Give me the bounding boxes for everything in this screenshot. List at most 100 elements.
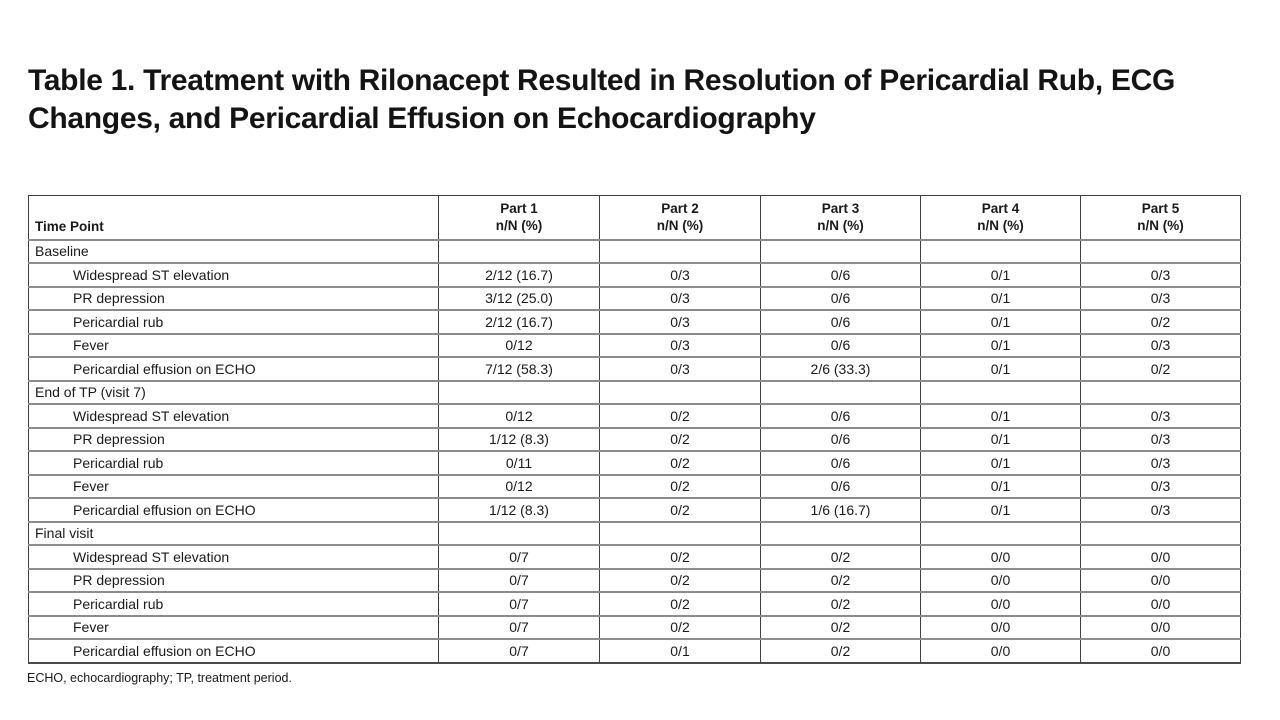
value-cell: 0/2 <box>599 403 761 429</box>
value-cell: 3/12 (25.0) <box>438 285 600 311</box>
value-cell: 0/1 <box>920 332 1081 358</box>
value-cell: 1/12 (8.3) <box>438 426 600 452</box>
row-label: Fever <box>28 473 439 499</box>
value-cell: 0/0 <box>1080 591 1241 617</box>
row-label: PR depression <box>28 567 439 593</box>
value-cell: 0/7 <box>438 591 600 617</box>
empty-cell <box>1080 520 1241 546</box>
value-cell: 0/0 <box>920 567 1081 593</box>
value-cell: 0/2 <box>599 567 761 593</box>
column-header-part-4-sublabel: n/N (%) <box>977 218 1024 234</box>
section-label: Final visit <box>28 520 439 546</box>
column-header-part-1: Part 1 n/N (%) <box>438 195 600 241</box>
value-cell: 0/2 <box>599 497 761 523</box>
value-cell: 0/3 <box>1080 285 1241 311</box>
table-row: Fever 0/12 0/3 0/6 0/1 0/3 <box>28 332 1241 358</box>
empty-cell <box>599 379 761 405</box>
value-cell: 0/2 <box>760 591 921 617</box>
value-cell: 0/1 <box>920 403 1081 429</box>
row-label: Pericardial effusion on ECHO <box>28 638 439 664</box>
value-cell: 0/6 <box>760 426 921 452</box>
value-cell: 1/6 (16.7) <box>760 497 921 523</box>
section-row: Final visit <box>28 520 1241 546</box>
value-cell: 2/6 (33.3) <box>760 356 921 382</box>
empty-cell <box>1080 379 1241 405</box>
empty-cell <box>920 238 1081 264</box>
empty-cell <box>599 520 761 546</box>
column-header-part-5-sublabel: n/N (%) <box>1137 218 1184 234</box>
value-cell: 0/6 <box>760 450 921 476</box>
value-cell: 0/2 <box>599 473 761 499</box>
value-cell: 0/3 <box>1080 332 1241 358</box>
value-cell: 0/1 <box>920 309 1081 335</box>
section-label: End of TP (visit 7) <box>28 379 439 405</box>
value-cell: 0/6 <box>760 403 921 429</box>
value-cell: 0/0 <box>920 614 1081 640</box>
value-cell: 0/11 <box>438 450 600 476</box>
column-header-part-1-label: Part 1 <box>500 201 538 217</box>
column-header-part-2-sublabel: n/N (%) <box>656 218 704 234</box>
value-cell: 0/2 <box>760 638 921 664</box>
value-cell: 0/3 <box>599 285 761 311</box>
section-label: Baseline <box>28 238 439 264</box>
abbreviations-footnote: ECHO, echocardiography; TP, treatment pe… <box>27 671 292 685</box>
column-header-part-3: Part 3 n/N (%) <box>760 195 921 241</box>
column-header-part-2: Part 2 n/N (%) <box>599 195 761 241</box>
value-cell: 2/12 (16.7) <box>438 262 600 288</box>
table-row: Widespread ST elevation 2/12 (16.7) 0/3 0/6… <box>28 262 1241 288</box>
empty-cell <box>1080 238 1241 264</box>
value-cell: 0/3 <box>1080 426 1241 452</box>
row-label: Pericardial effusion on ECHO <box>28 356 439 382</box>
table-row: PR depression 1/12 (8.3) 0/2 0/6 0/1 0/3 <box>28 426 1241 452</box>
table-row: Pericardial rub 2/12 (16.7) 0/3 0/6 0/1 0/2 <box>28 309 1241 335</box>
column-header-part-4: Part 4 n/N (%) <box>920 195 1081 241</box>
table-row: PR depression 3/12 (25.0) 0/3 0/6 0/1 0/3 <box>28 285 1241 311</box>
row-label: Pericardial rub <box>28 309 439 335</box>
value-cell: 0/2 <box>599 450 761 476</box>
value-cell: 0/1 <box>920 285 1081 311</box>
value-cell: 0/7 <box>438 544 600 570</box>
column-header-part-3-label: Part 3 <box>821 201 860 217</box>
value-cell: 0/2 <box>760 614 921 640</box>
empty-cell <box>760 238 921 264</box>
row-label: Pericardial rub <box>28 450 439 476</box>
value-cell: 0/0 <box>920 638 1081 664</box>
table-row: Widespread ST elevation 0/12 0/2 0/6 0/1 0/3 <box>28 403 1241 429</box>
value-cell: 0/0 <box>1080 614 1241 640</box>
value-cell: 0/1 <box>920 356 1081 382</box>
empty-cell <box>599 238 761 264</box>
value-cell: 0/2 <box>1080 356 1241 382</box>
value-cell: 0/0 <box>1080 544 1241 570</box>
value-cell: 0/7 <box>438 638 600 664</box>
page-title: Table 1. Treatment with Rilonacept Resul… <box>28 64 1176 135</box>
value-cell: 0/7 <box>438 567 600 593</box>
value-cell: 0/3 <box>1080 450 1241 476</box>
empty-cell <box>438 520 600 546</box>
value-cell: 7/12 (58.3) <box>438 356 600 382</box>
value-cell: 0/1 <box>920 450 1081 476</box>
value-cell: 1/12 (8.3) <box>438 497 600 523</box>
value-cell: 0/12 <box>438 403 600 429</box>
section-row: Baseline <box>28 238 1241 264</box>
value-cell: 0/7 <box>438 614 600 640</box>
column-header-part-2-label: Part 2 <box>661 201 699 217</box>
table-row: Pericardial effusion on ECHO 7/12 (58.3) 0… <box>28 356 1241 382</box>
empty-cell <box>760 520 921 546</box>
row-label: PR depression <box>28 426 439 452</box>
value-cell: 0/2 <box>599 426 761 452</box>
value-cell: 0/3 <box>1080 497 1241 523</box>
row-label: PR depression <box>28 285 439 311</box>
empty-cell <box>438 379 600 405</box>
row-label: Pericardial effusion on ECHO <box>28 497 439 523</box>
column-header-part-5-label: Part 5 <box>1141 201 1180 217</box>
row-label: Pericardial rub <box>28 591 439 617</box>
value-cell: 0/2 <box>599 614 761 640</box>
results-table: Time Point Part 1 n/N (%) Part 2 n/N (%)… <box>28 195 1241 664</box>
value-cell: 2/12 (16.7) <box>438 309 600 335</box>
value-cell: 0/6 <box>760 332 921 358</box>
column-header-part-5: Part 5 n/N (%) <box>1080 195 1241 241</box>
table-header-row: Time Point Part 1 n/N (%) Part 2 n/N (%)… <box>28 195 1241 241</box>
table-row: Fever 0/7 0/2 0/2 0/0 0/0 <box>28 614 1241 640</box>
section-row: End of TP (visit 7) <box>28 379 1241 405</box>
value-cell: 0/0 <box>920 591 1081 617</box>
